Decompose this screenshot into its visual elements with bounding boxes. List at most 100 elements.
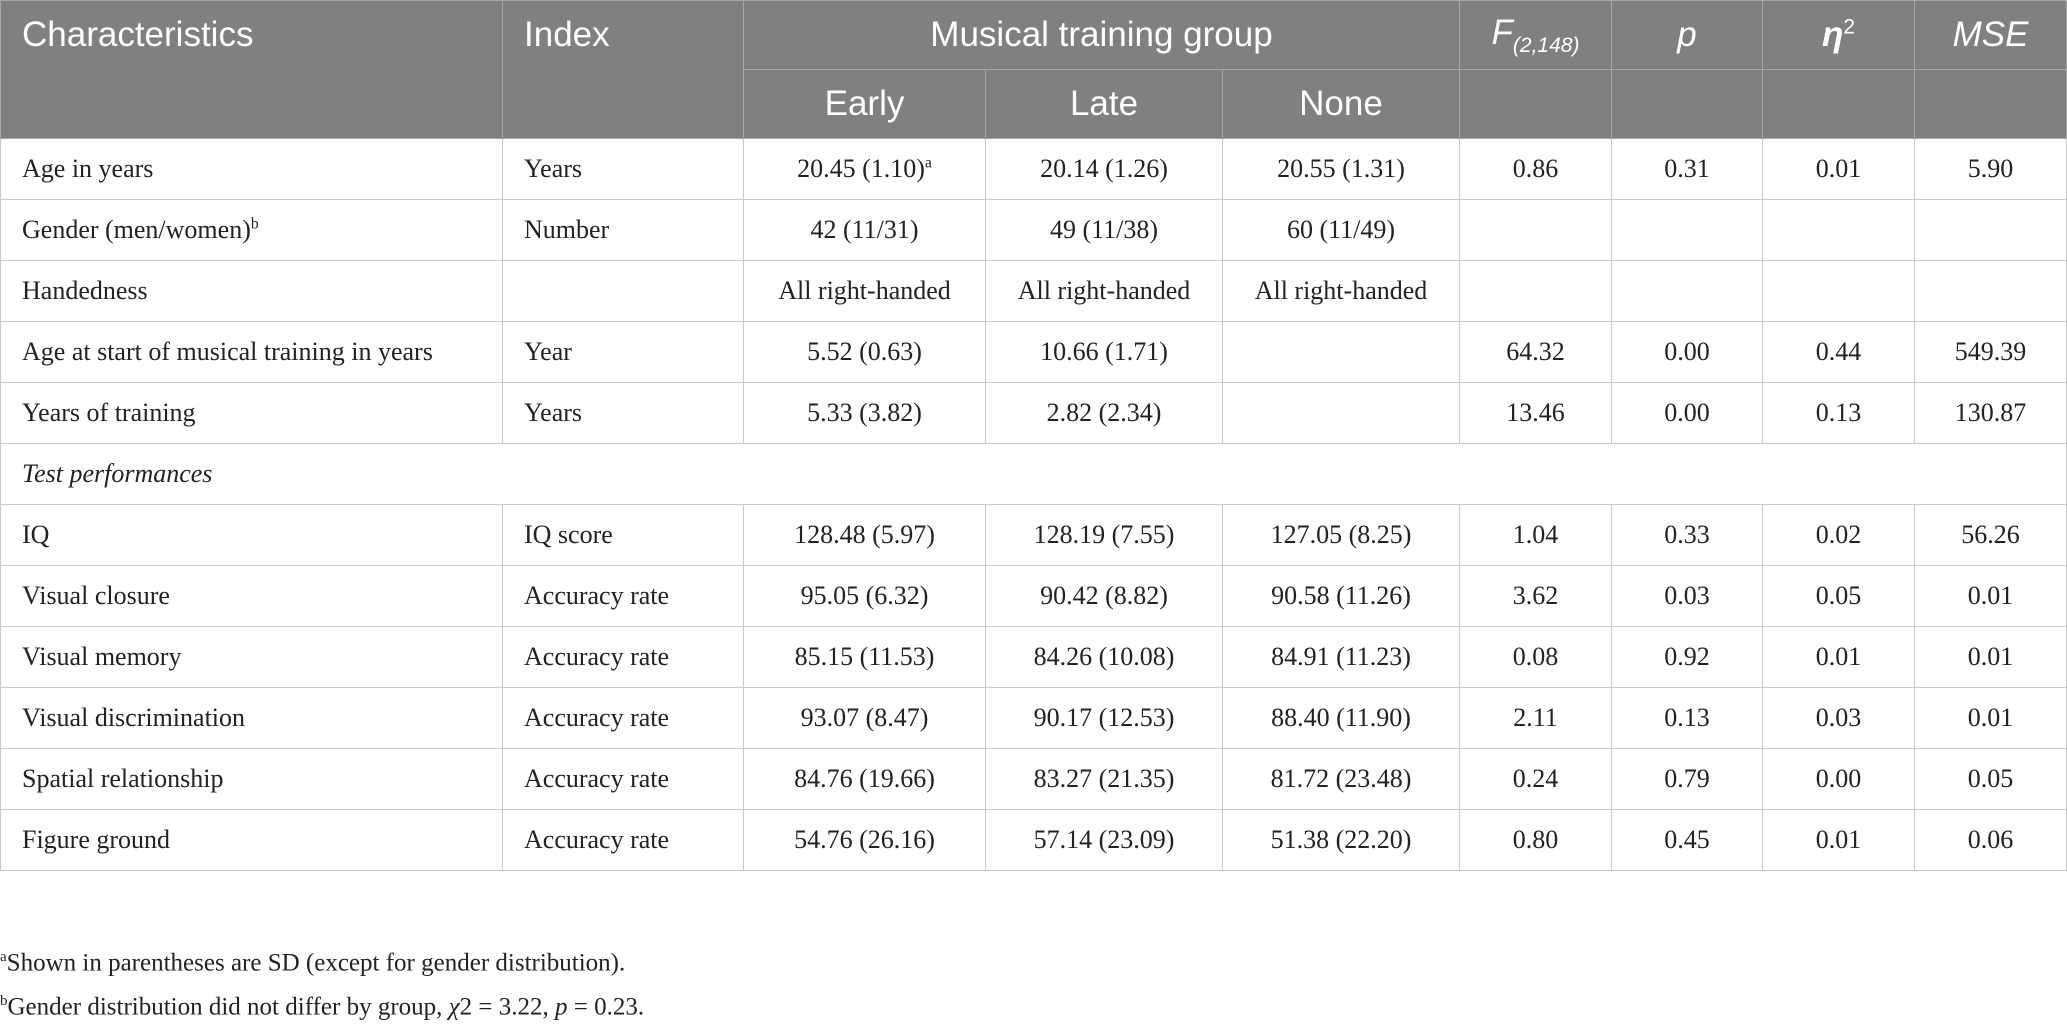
table-cell: 88.40 (11.90) — [1222, 687, 1460, 749]
table-row: Visual closure Accuracy rate 95.05 (6.32) 9… — [0, 565, 2067, 627]
table-cell: 0.13 — [1611, 687, 1763, 749]
table-cell: 0.02 — [1762, 504, 1915, 566]
header-cell: Late — [985, 69, 1223, 139]
table-cell: 0.03 — [1762, 687, 1915, 749]
data-table: Characteristics Index Musical training g… — [0, 0, 2067, 871]
header-cell — [1762, 69, 1915, 139]
table-cell: 0.92 — [1611, 626, 1763, 688]
header-sup: 2 — [1843, 15, 1856, 39]
footnote: aShown in parentheses are SD (except for… — [0, 938, 644, 982]
table-cell: 60 (11/49) — [1222, 199, 1460, 261]
header-sub: (2,148) — [1512, 33, 1580, 57]
header-cell — [1611, 69, 1763, 139]
table-cell: Accuracy rate — [502, 809, 744, 871]
table-cell: 0.80 — [1459, 809, 1612, 871]
table-cell: 90.58 (11.26) — [1222, 565, 1460, 627]
table-cell: Accuracy rate — [502, 626, 744, 688]
table-cell: Spatial relationship — [0, 748, 503, 810]
table-cell: Accuracy rate — [502, 565, 744, 627]
empty-cell — [1459, 260, 1612, 322]
cell-text: Gender (men/women) — [22, 215, 251, 244]
table-cell: 2.82 (2.34) — [985, 382, 1223, 444]
table-cell: 13.46 — [1459, 382, 1612, 444]
table-cell: 0.00 — [1611, 382, 1763, 444]
table-cell: IQ score — [502, 504, 744, 566]
footnote-mark: b — [0, 993, 8, 1010]
table-cell: Years — [502, 382, 744, 444]
header-cell: MSE — [1914, 0, 2067, 70]
table-cell: 0.01 — [1762, 138, 1915, 200]
table-cell: Age in years — [0, 138, 503, 200]
table-cell: Years of training — [0, 382, 503, 444]
table-cell: 0.05 — [1762, 565, 1915, 627]
table-cell: 56.26 — [1914, 504, 2067, 566]
table-row: Age in years Years 20.45 (1.10)a 20.14 (1.2… — [0, 138, 2067, 200]
footnote-text: Gender distribution did not differ by gr… — [7, 993, 449, 1021]
table-cell: 0.01 — [1762, 626, 1915, 688]
table-header: Characteristics Index Musical training g… — [0, 0, 2067, 139]
table-cell: 5.33 (3.82) — [743, 382, 986, 444]
table-cell: Age at start of musical training in year… — [0, 321, 503, 383]
footnote-text: p — [555, 993, 568, 1021]
table-cell: 0.31 — [1611, 138, 1763, 200]
footnotes: aShown in parentheses are SD (except for… — [0, 938, 644, 1027]
header-cell: p — [1611, 0, 1763, 70]
table-cell: 0.08 — [1459, 626, 1612, 688]
table-cell: 54.76 (26.16) — [743, 809, 986, 871]
table-cell: 90.42 (8.82) — [985, 565, 1223, 627]
empty-cell — [1222, 321, 1460, 383]
table-cell: 0.86 — [1459, 138, 1612, 200]
empty-cell — [1222, 382, 1460, 444]
table-cell: 20.45 (1.10)a — [743, 138, 986, 200]
cell-sup: b — [250, 215, 259, 233]
table-cell: 0.13 — [1762, 382, 1915, 444]
table-cell: 0.33 — [1611, 504, 1763, 566]
table-row: Figure ground Accuracy rate 54.76 (26.16) 5… — [0, 809, 2067, 871]
table-cell: 2.11 — [1459, 687, 1612, 749]
table-cell: 20.14 (1.26) — [985, 138, 1223, 200]
table-cell: 51.38 (22.20) — [1222, 809, 1460, 871]
empty-cell — [1762, 260, 1915, 322]
table-cell: 20.55 (1.31) — [1222, 138, 1460, 200]
table-cell: Handedness — [0, 260, 503, 322]
empty-cell — [1762, 199, 1915, 261]
table-cell: Visual discrimination — [0, 687, 503, 749]
footnote-text: 2 = 3.22, — [459, 993, 555, 1021]
table-cell: 0.05 — [1914, 748, 2067, 810]
table-cell: Number — [502, 199, 744, 261]
empty-cell — [1459, 199, 1612, 261]
footnote-text: Shown in parentheses are SD (except for … — [6, 949, 626, 977]
table-cell: 5.90 — [1914, 138, 2067, 200]
table-cell: 84.91 (11.23) — [1222, 626, 1460, 688]
empty-cell — [1914, 199, 2067, 261]
header-text: η — [1821, 15, 1844, 54]
table-cell: Accuracy rate — [502, 687, 744, 749]
empty-cell — [1611, 260, 1763, 322]
table-cell: Year — [502, 321, 744, 383]
table-cell: 549.39 — [1914, 321, 2067, 383]
table-cell: 85.15 (11.53) — [743, 626, 986, 688]
table-cell: 84.76 (19.66) — [743, 748, 986, 810]
table-cell: 130.87 — [1914, 382, 2067, 444]
table-row: Gender (men/women)b Number 42 (11/31) 49 (1… — [0, 199, 2067, 261]
table-cell: Visual memory — [0, 626, 503, 688]
table-cell: 0.01 — [1762, 809, 1915, 871]
table-cell: 0.00 — [1611, 321, 1763, 383]
table-cell: 0.00 — [1762, 748, 1915, 810]
table-body: Age in years Years 20.45 (1.10)a 20.14 (1.2… — [0, 138, 2067, 871]
table-row: Test performances — [0, 443, 2067, 505]
header-cell: None — [1222, 69, 1460, 139]
table-cell: 128.19 (7.55) — [985, 504, 1223, 566]
header-cell: Characteristics — [0, 0, 503, 139]
table-cell: 128.48 (5.97) — [743, 504, 986, 566]
footnote: bGender distribution did not differ by g… — [0, 982, 644, 1026]
header-cell: Index — [502, 0, 744, 139]
table-cell: 84.26 (10.08) — [985, 626, 1223, 688]
table-cell: 1.04 — [1459, 504, 1612, 566]
table-cell: 0.01 — [1914, 626, 2067, 688]
empty-cell — [1914, 260, 2067, 322]
table-cell: 0.01 — [1914, 687, 2067, 749]
table-cell: 90.17 (12.53) — [985, 687, 1223, 749]
footnote-text: χ — [448, 993, 460, 1021]
table-cell: 0.79 — [1611, 748, 1763, 810]
